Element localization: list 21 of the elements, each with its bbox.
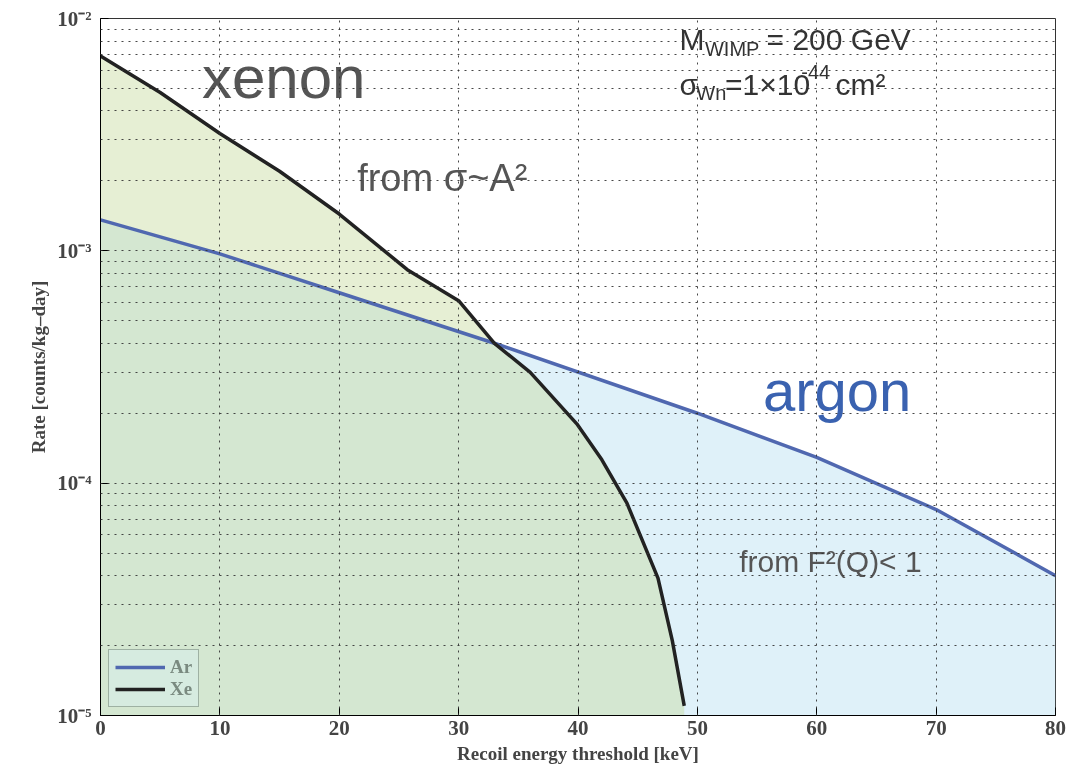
x-axis-title: Recoil energy threshold [keV] [457,742,699,764]
x-tick-label: 30 [448,715,470,740]
annotation: xenon [201,43,366,111]
y-tick-label: 10⁻⁵ [57,703,92,728]
x-tick-label: 40 [567,715,589,740]
legend-label: Xe [170,678,193,700]
annotation: argon [763,358,912,424]
legend-label: Ar [170,656,193,678]
x-tick-label: 50 [686,715,708,740]
y-tick-label: 10⁻³ [57,238,92,263]
x-tick-label: 60 [806,715,828,740]
x-tick-label: 20 [328,715,350,740]
annotation: from F²(Q)< 1 [739,545,922,579]
y-tick-label: 10⁻² [57,6,92,31]
x-tick-label: 80 [1045,715,1066,740]
annotation: from σ~A² [357,157,528,200]
x-tick-label: 0 [95,715,106,740]
y-axis-title: Rate [counts/kg–day] [28,280,50,454]
y-tick-label: 10⁻⁴ [57,471,93,496]
x-tick-label: 70 [925,715,947,740]
x-tick-label: 10 [209,715,231,740]
